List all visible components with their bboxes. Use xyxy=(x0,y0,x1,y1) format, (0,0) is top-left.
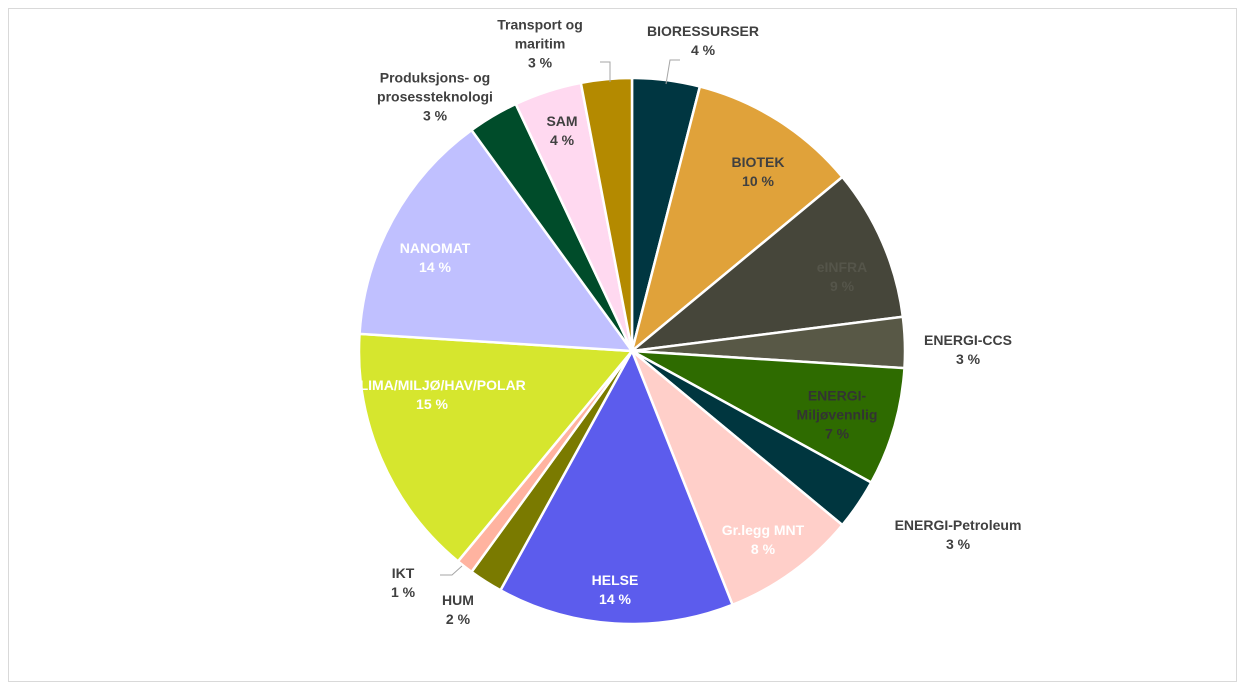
value-label: 14 % xyxy=(419,259,451,275)
value-label: 10 % xyxy=(742,173,774,189)
slice-label: ENERGI-Petroleum 3 % xyxy=(895,516,1022,554)
category-label: IKT xyxy=(391,565,415,581)
pie-slice xyxy=(498,348,735,626)
category-label: KLIMA/MILJØ/HAV/POLAR xyxy=(349,377,526,393)
value-label: 4 % xyxy=(690,42,716,58)
category-label: Gr.legg MNT xyxy=(721,522,805,538)
slice-label: NANOMAT 14 % xyxy=(400,239,471,277)
slice-label: HUM 2 % xyxy=(442,591,474,629)
slice-label: HELSE 14 % xyxy=(592,571,639,609)
category-label: ENERGI-CCS xyxy=(924,332,1012,348)
slice-label: Produksjons- og prosessteknologi 3 % xyxy=(355,69,515,126)
pie-slice xyxy=(579,76,634,352)
leader-line xyxy=(600,61,611,82)
pie-slice xyxy=(357,332,635,564)
value-label: 1 % xyxy=(390,584,416,600)
value-label: 15 % xyxy=(416,396,448,412)
category-label: ENERGI-Miljøvennlig xyxy=(796,387,878,423)
value-label: 8 % xyxy=(750,541,776,557)
value-label: 14 % xyxy=(599,591,631,607)
category-label: Produksjons- og prosessteknologi xyxy=(377,69,493,105)
slice-label: BIOTEK 10 % xyxy=(732,153,785,191)
category-label: eINFRA xyxy=(816,259,868,275)
category-label: BIORESSURSER xyxy=(646,23,760,39)
category-label: HELSE xyxy=(591,572,639,588)
pie-slice xyxy=(629,85,845,355)
slice-label: KLIMA/MILJØ/HAV/POLAR 15 % xyxy=(349,376,526,414)
category-label: SAM xyxy=(546,113,578,129)
category-label: NANOMAT xyxy=(399,240,471,256)
slice-label: Transport og maritim 3 % xyxy=(490,16,590,73)
value-label: 9 % xyxy=(829,278,855,294)
value-label: 3 % xyxy=(422,107,448,124)
pie-slice xyxy=(358,128,635,353)
slice-label: BIORESSURSER 4 % xyxy=(647,22,759,60)
slice-label: Gr.legg MNT 8 % xyxy=(722,521,804,559)
pie-slice xyxy=(631,349,906,485)
value-label: 3 % xyxy=(955,351,981,367)
slice-label: IKT 1 % xyxy=(391,564,415,602)
slice-label: eINFRA 9 % xyxy=(817,258,868,296)
category-label: HUM xyxy=(442,592,474,608)
category-label: ENERGI-Petroleum xyxy=(894,517,1022,533)
slice-label: SAM 4 % xyxy=(546,112,577,150)
leader-line xyxy=(440,565,463,576)
value-label: 2 % xyxy=(445,611,471,627)
leader-line xyxy=(665,59,680,85)
value-label: 3 % xyxy=(527,54,553,71)
value-label: 7 % xyxy=(824,425,850,442)
pie-slice xyxy=(627,175,905,353)
value-label: 4 % xyxy=(549,132,575,148)
slice-label: ENERGI-Miljøvennlig 7 % xyxy=(782,387,892,444)
slice-label: ENERGI-CCS 3 % xyxy=(924,331,1012,369)
pie-slice xyxy=(630,350,845,607)
slices xyxy=(357,76,907,626)
value-label: 3 % xyxy=(945,536,971,552)
category-label: Transport og maritim xyxy=(497,16,583,52)
category-label: BIOTEK xyxy=(731,154,785,170)
